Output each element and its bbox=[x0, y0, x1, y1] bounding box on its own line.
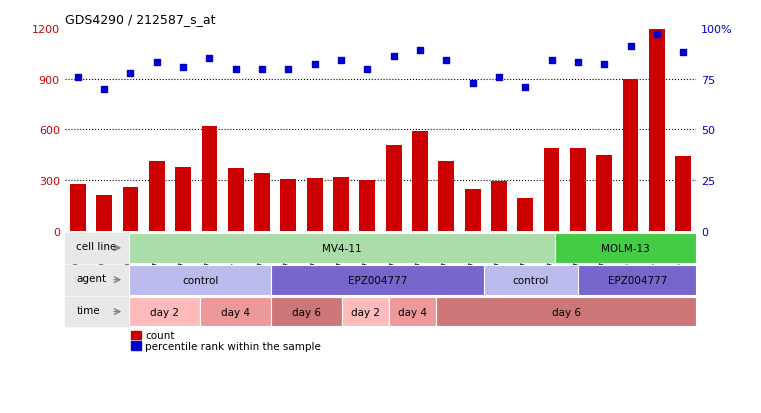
Bar bbox=[491, 182, 507, 231]
Point bbox=[625, 44, 637, 50]
Bar bbox=[129, 233, 555, 263]
Point bbox=[440, 58, 452, 64]
Point bbox=[72, 74, 84, 81]
Point bbox=[414, 48, 426, 55]
Text: MV4-11: MV4-11 bbox=[322, 243, 361, 253]
Bar bbox=[202, 127, 218, 231]
Text: MOLM-13: MOLM-13 bbox=[601, 243, 650, 253]
Point bbox=[177, 64, 189, 71]
Text: time: time bbox=[76, 305, 100, 315]
Bar bbox=[129, 265, 271, 295]
Text: percentile rank within the sample: percentile rank within the sample bbox=[145, 341, 321, 351]
Bar bbox=[200, 297, 271, 327]
Bar bbox=[70, 185, 86, 231]
Text: count: count bbox=[145, 330, 175, 340]
Bar bbox=[622, 79, 638, 231]
Bar bbox=[389, 297, 437, 327]
Point bbox=[335, 58, 347, 64]
Point bbox=[230, 66, 242, 73]
Text: EPZ004777: EPZ004777 bbox=[348, 275, 407, 285]
Bar bbox=[307, 179, 323, 231]
Bar bbox=[578, 265, 696, 295]
Point bbox=[466, 80, 479, 87]
Bar bbox=[228, 169, 244, 231]
Bar bbox=[437, 297, 696, 327]
Point bbox=[282, 66, 295, 73]
Text: EPZ004777: EPZ004777 bbox=[607, 275, 667, 285]
Bar bbox=[254, 173, 270, 231]
Bar bbox=[386, 145, 402, 231]
Bar bbox=[543, 149, 559, 231]
Point bbox=[598, 62, 610, 69]
Point bbox=[256, 66, 268, 73]
Bar bbox=[333, 177, 349, 231]
Point bbox=[493, 74, 505, 81]
Bar bbox=[130, 331, 141, 339]
Bar bbox=[412, 132, 428, 231]
Bar bbox=[675, 157, 691, 231]
Point bbox=[98, 86, 110, 93]
Text: day 6: day 6 bbox=[552, 307, 581, 317]
Text: day 2: day 2 bbox=[351, 307, 380, 317]
Bar bbox=[517, 198, 533, 231]
Bar bbox=[149, 161, 164, 231]
Point bbox=[151, 60, 163, 66]
Text: day 6: day 6 bbox=[292, 307, 321, 317]
Bar bbox=[465, 189, 480, 231]
Point bbox=[677, 50, 689, 57]
Bar bbox=[96, 196, 112, 231]
Bar bbox=[555, 233, 696, 263]
Text: cell line: cell line bbox=[76, 242, 116, 252]
Bar bbox=[271, 265, 484, 295]
Bar bbox=[359, 180, 375, 231]
Point bbox=[361, 66, 374, 73]
Bar bbox=[123, 188, 139, 231]
Text: day 4: day 4 bbox=[398, 307, 428, 317]
Bar bbox=[342, 297, 389, 327]
Bar bbox=[484, 265, 578, 295]
Text: control: control bbox=[182, 275, 218, 285]
Point bbox=[124, 70, 136, 77]
Bar bbox=[597, 155, 612, 231]
Text: agent: agent bbox=[76, 273, 107, 283]
Bar bbox=[175, 168, 191, 231]
Text: control: control bbox=[513, 275, 549, 285]
Bar bbox=[281, 180, 296, 231]
Point bbox=[203, 56, 215, 62]
Bar bbox=[570, 149, 586, 231]
Text: GDS4290 / 212587_s_at: GDS4290 / 212587_s_at bbox=[65, 13, 215, 26]
Bar bbox=[271, 297, 342, 327]
Bar bbox=[438, 161, 454, 231]
Bar bbox=[129, 297, 200, 327]
Point bbox=[309, 62, 321, 69]
Point bbox=[546, 58, 558, 64]
Bar bbox=[130, 342, 141, 350]
Point bbox=[572, 60, 584, 66]
Point bbox=[387, 54, 400, 61]
Text: day 4: day 4 bbox=[221, 307, 250, 317]
Bar bbox=[649, 30, 665, 231]
Point bbox=[651, 32, 663, 38]
Text: day 2: day 2 bbox=[151, 307, 180, 317]
Point bbox=[519, 84, 531, 91]
